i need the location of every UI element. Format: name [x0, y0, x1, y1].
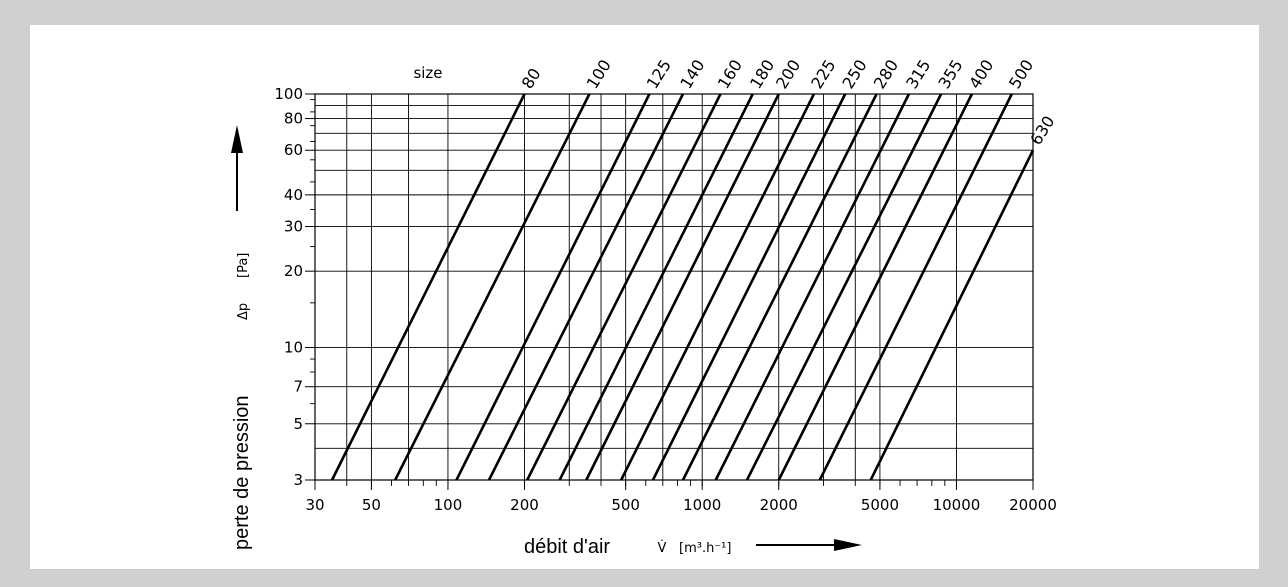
- series-label-100: 100: [583, 56, 615, 92]
- series-label-140: 140: [676, 56, 708, 92]
- y-tick-label: 80: [284, 110, 303, 128]
- series-line-315: [714, 93, 911, 481]
- series-label-180: 180: [746, 56, 778, 92]
- x-axis-unit: [m³.h⁻¹]: [679, 541, 731, 556]
- plot-frame: [314, 93, 1034, 481]
- series-line-250: [651, 93, 847, 481]
- series-line-140: [487, 93, 685, 481]
- series-header-label: size: [413, 64, 442, 82]
- series-label-315: 315: [902, 56, 934, 92]
- y-tick-label: 3: [293, 471, 303, 489]
- x-tick-label: 200: [510, 496, 539, 514]
- y-tick-label: 20: [284, 262, 303, 280]
- x-tick-label: 10000: [933, 496, 981, 514]
- y-axis-arrow-head: [231, 125, 243, 153]
- series-line-280: [681, 93, 878, 481]
- series-line-630: [869, 149, 1035, 481]
- y-tick-label: 100: [274, 85, 303, 103]
- x-tick-label: 1000: [683, 496, 721, 514]
- series-label-160: 160: [714, 56, 746, 92]
- series-line-225: [619, 93, 816, 481]
- x-tick-label: 2000: [760, 496, 798, 514]
- y-tick-label: 5: [293, 415, 303, 433]
- series-label-80: 80: [518, 65, 545, 92]
- y-tick-label: 60: [284, 141, 303, 159]
- x-tick-label: 30: [305, 496, 324, 514]
- y-tick-label: 40: [284, 186, 303, 204]
- series-line-200: [585, 93, 780, 481]
- series-line-400: [777, 93, 974, 481]
- series-label-630: 630: [1026, 112, 1058, 148]
- chart-card: 3 5 7 10 20 30 40 60 80 100 30 50 100 200 500 1000 2000 5…: [30, 25, 1259, 569]
- series-line-355: [745, 93, 943, 481]
- series-label-400: 400: [965, 56, 997, 92]
- series-label-225: 225: [807, 56, 839, 92]
- series-label-500: 500: [1005, 56, 1037, 92]
- series-label-125: 125: [643, 56, 675, 92]
- y-axis-unit: [Pa]: [236, 253, 251, 278]
- x-tick-label: 500: [611, 496, 640, 514]
- series-line-100: [393, 93, 591, 481]
- x-tick-label: 20000: [1009, 496, 1057, 514]
- series-line-80: [330, 93, 526, 481]
- x-axis-arrow-head: [834, 539, 862, 551]
- series-label-280: 280: [870, 56, 902, 92]
- x-tick-label: 50: [362, 496, 381, 514]
- y-tick-label: 7: [293, 378, 303, 396]
- y-axis-label: perte de pression: [231, 395, 253, 550]
- x-tick-label: 5000: [861, 496, 899, 514]
- series-line-160: [526, 93, 722, 481]
- series-line-180: [558, 93, 754, 481]
- series-line-500: [818, 93, 1013, 481]
- y-tick-label: 10: [284, 338, 303, 356]
- series-label-200: 200: [772, 56, 804, 92]
- x-axis-label: débit d'air: [524, 536, 610, 558]
- y-axis-symbol: Δp: [236, 303, 251, 320]
- pressure-drop-chart: 3 5 7 10 20 30 40 60 80 100 30 50 100 200 500 1000 2000 5…: [231, 56, 1059, 558]
- x-tick-label: 100: [434, 496, 463, 514]
- x-axis-symbol: V̇: [658, 541, 667, 556]
- series-label-355: 355: [934, 56, 966, 92]
- series-line-125: [455, 93, 651, 481]
- series-label-250: 250: [838, 56, 870, 92]
- y-tick-label: 30: [284, 218, 303, 236]
